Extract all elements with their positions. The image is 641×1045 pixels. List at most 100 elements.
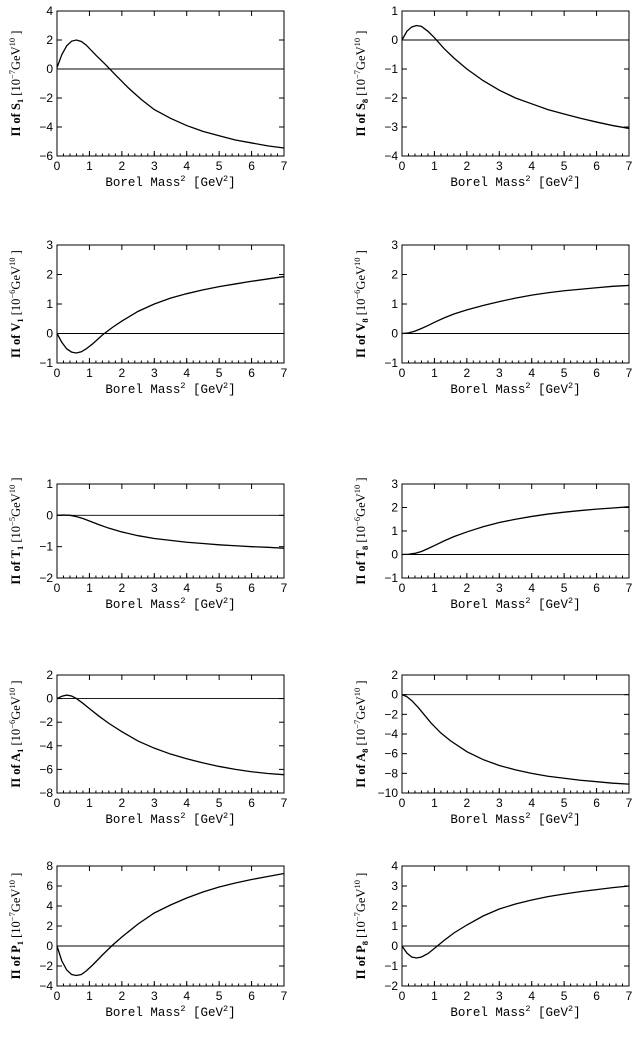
x-tick-label: 5 — [561, 989, 568, 1003]
y-tick-label: −1 — [39, 540, 53, 554]
x-tick-label: 3 — [496, 796, 503, 810]
x-tick-label: 7 — [626, 796, 633, 810]
y-tick-label: 1 — [391, 524, 398, 538]
x-tick-label: 6 — [593, 366, 600, 380]
plot-frame — [401, 10, 630, 157]
y-axis-label: Π of T1 [10−5GeV10 ] — [7, 478, 25, 585]
y-tick-label: −10 — [378, 786, 399, 800]
x-tick-label: 4 — [183, 159, 190, 173]
series-line-P1 — [56, 872, 285, 977]
x-tick-label: 0 — [54, 796, 61, 810]
series-line-S8 — [401, 24, 630, 130]
y-tick-label: 0 — [46, 939, 53, 953]
x-tick-label: 2 — [464, 366, 471, 380]
chart-S8: 0 1 2 3 4 5 6 7 −4 −3 −2 −1 0 1 Borel Mass2 [GeV2] Π of… — [352, 4, 633, 190]
y-tick-label: 1 — [46, 297, 53, 311]
x-tick-label: 7 — [281, 581, 288, 595]
y-tick-label: 4 — [46, 4, 53, 18]
chart-P1: 0 1 2 3 4 5 6 7 −4 −2 0 2 4 6 8 Borel Mass2 [GeV2] Π of … — [7, 859, 288, 1020]
y-axis-label: Π of A1 [10−6GeV10 ] — [7, 680, 25, 787]
x-tick-label: 3 — [496, 989, 503, 1003]
x-tick-label: 7 — [281, 796, 288, 810]
x-tick-label: 2 — [464, 581, 471, 595]
series-line-P8 — [401, 885, 630, 959]
y-tick-label: 0 — [391, 688, 398, 702]
y-tick-label: −4 — [39, 120, 53, 134]
series-line-V8 — [401, 284, 630, 335]
y-tick-label: −6 — [384, 747, 398, 761]
y-tick-label: −8 — [384, 766, 398, 780]
x-tick-label: 0 — [54, 159, 61, 173]
y-tick-label: 2 — [391, 501, 398, 515]
y-tick-label: −3 — [384, 120, 398, 134]
y-tick-label: −1 — [384, 571, 398, 585]
y-tick-label: −2 — [39, 959, 53, 973]
y-tick-label: 3 — [391, 238, 398, 252]
x-tick-label: 7 — [626, 366, 633, 380]
series-line-V1 — [56, 275, 285, 354]
plot-frame — [56, 10, 285, 157]
y-axis-label: Π of V8 [10−6GeV10 ] — [352, 250, 370, 358]
x-tick-label: 2 — [119, 989, 126, 1003]
x-tick-label: 0 — [54, 989, 61, 1003]
y-tick-label: 1 — [46, 477, 53, 491]
y-tick-label: 2 — [46, 268, 53, 282]
x-tick-label: 5 — [561, 581, 568, 595]
y-tick-label: 2 — [46, 33, 53, 47]
y-tick-label: 0 — [46, 327, 53, 341]
x-tick-label: 1 — [86, 796, 93, 810]
x-tick-label: 5 — [216, 581, 223, 595]
x-tick-label: 2 — [119, 366, 126, 380]
y-tick-label: −4 — [384, 727, 398, 741]
y-tick-label: 3 — [391, 879, 398, 893]
x-tick-label: 6 — [248, 366, 255, 380]
x-tick-label: 1 — [86, 159, 93, 173]
y-tick-label: −2 — [384, 707, 398, 721]
x-tick-label: 5 — [216, 366, 223, 380]
y-axis-label: Π of P1 [10−7GeV10 ] — [7, 873, 25, 980]
x-tick-label: 3 — [151, 989, 158, 1003]
y-tick-label: 0 — [46, 508, 53, 522]
y-tick-label: −1 — [384, 62, 398, 76]
y-axis-label: Π of S1 [10−7GeV10 ] — [7, 31, 25, 137]
x-tick-label: 4 — [183, 366, 190, 380]
x-tick-label: 1 — [431, 159, 438, 173]
x-axis-label: Borel Mass2 [GeV2] — [450, 596, 580, 612]
y-tick-label: 3 — [46, 238, 53, 252]
x-tick-label: 2 — [464, 159, 471, 173]
x-tick-label: 1 — [431, 989, 438, 1003]
y-tick-label: 4 — [391, 859, 398, 873]
y-axis-label: Π of S8 [10−7GeV10 ] — [352, 31, 370, 137]
x-tick-label: 4 — [183, 796, 190, 810]
x-tick-label: 1 — [86, 366, 93, 380]
y-tick-label: −4 — [384, 149, 398, 163]
y-tick-label: 2 — [391, 899, 398, 913]
series-line-S1 — [56, 39, 285, 149]
y-tick-label: −2 — [384, 91, 398, 105]
x-tick-label: 4 — [528, 366, 535, 380]
plot-frame — [401, 244, 630, 364]
x-tick-label: 6 — [593, 581, 600, 595]
y-tick-label: −2 — [39, 91, 53, 105]
x-tick-label: 5 — [216, 796, 223, 810]
x-tick-label: 2 — [464, 989, 471, 1003]
x-tick-label: 3 — [151, 581, 158, 595]
y-tick-label: 0 — [391, 548, 398, 562]
x-tick-label: 6 — [248, 159, 255, 173]
series-line-T1 — [56, 514, 285, 549]
series-line-A8 — [401, 694, 630, 785]
y-tick-label: 1 — [391, 4, 398, 18]
y-tick-label: 2 — [46, 919, 53, 933]
y-tick-label: 0 — [391, 33, 398, 47]
series-line-A1 — [56, 694, 285, 776]
x-axis-label: Borel Mass2 [GeV2] — [105, 381, 235, 397]
x-tick-label: 3 — [496, 159, 503, 173]
plot-frame — [56, 483, 285, 579]
